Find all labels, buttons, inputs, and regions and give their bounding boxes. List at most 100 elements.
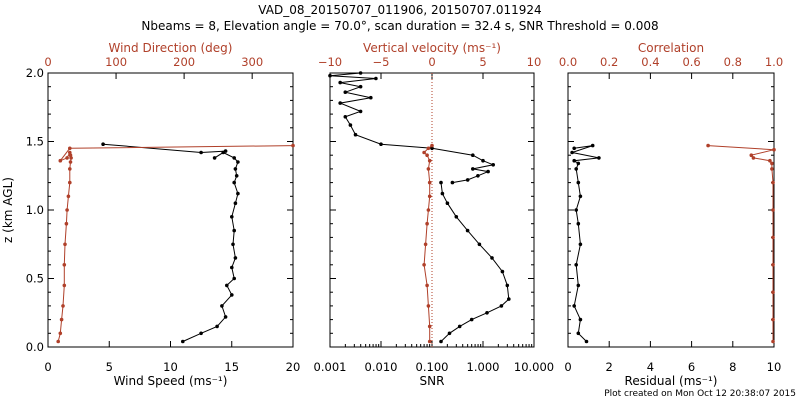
x-bottom-tick-label: 0 bbox=[44, 360, 51, 374]
data-point bbox=[232, 156, 236, 160]
data-point bbox=[772, 147, 776, 152]
data-point bbox=[572, 304, 576, 308]
data-point bbox=[220, 304, 224, 308]
data-point bbox=[751, 156, 756, 160]
data-point bbox=[584, 339, 589, 344]
data-point bbox=[771, 235, 775, 240]
data-point bbox=[505, 283, 510, 288]
data-point bbox=[574, 208, 578, 212]
data-point bbox=[68, 167, 72, 171]
data-point bbox=[427, 194, 432, 199]
data-point bbox=[64, 221, 69, 226]
data-point bbox=[471, 153, 475, 157]
x-top-tick-label: 0.6 bbox=[682, 55, 700, 69]
y-tick-label: 0.0 bbox=[26, 340, 44, 354]
data-point bbox=[576, 161, 581, 166]
x-bottom-tick-label: 10 bbox=[163, 360, 178, 374]
panel-vertical: 0.001 0.010 0.100 1.000 10.000 SNR −10 −5 0 5 10 Ve… bbox=[314, 41, 555, 388]
data-point bbox=[485, 311, 489, 315]
panel-wind: 0.0 0.5 1.0 1.5 2.0 z (km AGL) 0 5 10 15 20 Wind Sp… bbox=[1, 41, 300, 388]
x-bottom-tick-label: 2 bbox=[606, 360, 613, 374]
data-point bbox=[358, 84, 363, 89]
data-point bbox=[379, 142, 383, 146]
data-point bbox=[576, 221, 581, 226]
x-top-axis-label: Correlation bbox=[638, 41, 704, 55]
data-point bbox=[490, 256, 494, 260]
data-point bbox=[425, 283, 429, 288]
data-point bbox=[578, 317, 583, 322]
x-bottom-tick-label: 1.000 bbox=[467, 360, 500, 374]
panel-correlation: 0 2 4 6 8 10 Residual (ms⁻¹) 0.0 0.2 0.4 0.6 0.8 1.0… bbox=[559, 41, 783, 388]
data-point bbox=[457, 324, 462, 329]
data-point bbox=[65, 156, 69, 160]
data-point bbox=[427, 339, 432, 344]
data-point bbox=[68, 146, 72, 151]
data-point bbox=[425, 153, 429, 157]
x-top-tick-label: 100 bbox=[105, 55, 127, 69]
data-point bbox=[427, 180, 432, 185]
data-point bbox=[771, 208, 775, 212]
data-point bbox=[486, 169, 490, 174]
data-point bbox=[232, 276, 236, 281]
x-bottom-axis-label: Residual (ms⁻¹) bbox=[625, 374, 718, 388]
x-bottom-axis-label: SNR bbox=[420, 374, 445, 388]
y-axis-label: z (km AGL) bbox=[1, 177, 15, 243]
data-point bbox=[471, 167, 475, 171]
data-point bbox=[348, 123, 353, 127]
x-bottom-tick-label: 20 bbox=[286, 360, 301, 374]
x-top-tick-label: 0 bbox=[428, 55, 435, 69]
data-point bbox=[61, 304, 65, 308]
x-top-tick-label: 200 bbox=[173, 55, 195, 69]
x-top-tick-label: −10 bbox=[318, 55, 342, 69]
data-point bbox=[374, 76, 378, 81]
data-point bbox=[68, 180, 72, 185]
data-point bbox=[770, 161, 774, 166]
x-bottom-tick-label: 8 bbox=[729, 360, 736, 374]
data-point bbox=[230, 293, 234, 297]
data-point bbox=[65, 208, 69, 212]
data-point bbox=[236, 191, 240, 196]
x-bottom-tick-label: 5 bbox=[106, 360, 113, 374]
data-point bbox=[572, 146, 576, 151]
y-tick-label: 1.5 bbox=[26, 135, 44, 149]
data-point bbox=[507, 297, 511, 301]
data-point bbox=[476, 174, 480, 178]
x-bottom-tick-label: 0 bbox=[564, 360, 571, 374]
data-point bbox=[291, 143, 295, 148]
data-point bbox=[426, 304, 431, 308]
data-point bbox=[445, 201, 450, 205]
data-point bbox=[338, 80, 343, 85]
data-point bbox=[447, 331, 452, 336]
x-top-tick-label: −5 bbox=[373, 55, 390, 69]
data-point bbox=[369, 95, 373, 100]
data-point bbox=[576, 331, 581, 336]
data-point bbox=[572, 158, 576, 163]
x-bottom-tick-label: 0.010 bbox=[365, 360, 398, 374]
series-line-snr bbox=[440, 182, 510, 342]
data-point bbox=[68, 160, 73, 164]
data-point bbox=[454, 215, 459, 219]
data-point bbox=[230, 215, 234, 219]
data-point bbox=[574, 263, 578, 267]
data-point bbox=[423, 242, 428, 247]
series-line-residual bbox=[570, 145, 599, 342]
data-point bbox=[223, 149, 228, 153]
data-point bbox=[425, 221, 429, 226]
data-point bbox=[500, 269, 505, 274]
x-bottom-tick-label: 15 bbox=[224, 360, 239, 374]
data-point bbox=[62, 283, 67, 288]
data-point bbox=[426, 208, 431, 212]
data-point bbox=[358, 71, 363, 75]
data-point bbox=[771, 290, 775, 295]
data-point bbox=[771, 180, 775, 185]
data-point bbox=[101, 142, 105, 146]
data-point bbox=[469, 317, 474, 322]
plot-frame bbox=[47, 72, 294, 348]
data-point bbox=[353, 132, 358, 137]
data-point bbox=[231, 242, 235, 247]
x-top-tick-label: 300 bbox=[241, 55, 263, 69]
data-point bbox=[422, 150, 426, 155]
data-point bbox=[225, 283, 229, 288]
